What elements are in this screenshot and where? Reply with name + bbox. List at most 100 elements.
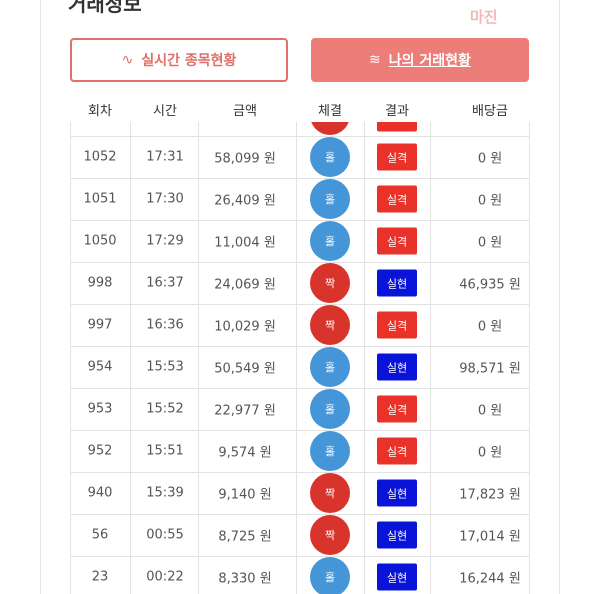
divider — [430, 122, 431, 594]
divider — [364, 122, 365, 594]
card — [40, 0, 560, 594]
tab-label: 나의 거래현황 — [388, 53, 471, 69]
divider — [130, 122, 131, 594]
cell: 0 원 — [477, 403, 503, 419]
result-badge: 실현 — [377, 563, 417, 591]
cell: 1051 — [83, 191, 117, 207]
divider — [529, 122, 530, 594]
column-header: 배당금 — [472, 104, 508, 119]
cell: 11,004 원 — [214, 235, 276, 251]
row-divider — [70, 430, 530, 431]
cell: 23 — [91, 569, 109, 585]
bet-badge: 홀 — [310, 137, 350, 177]
bet-badge: 홀 — [310, 347, 350, 387]
row-divider — [70, 346, 530, 347]
cell: 0 원 — [477, 319, 503, 335]
result-badge — [377, 122, 417, 132]
cell: 8,725 원 — [218, 529, 272, 545]
row-divider — [70, 472, 530, 473]
bet-badge: 홀 — [310, 389, 350, 429]
result-badge: 실격 — [377, 227, 417, 255]
cell: 16:37 — [146, 275, 184, 291]
row-divider — [70, 556, 530, 557]
result-badge: 실격 — [377, 143, 417, 171]
cell: 26,409 원 — [214, 193, 276, 209]
cell: 9,140 원 — [218, 487, 272, 503]
bet-badge: 짝 — [310, 305, 350, 345]
cell: 0 원 — [477, 193, 503, 209]
row-divider — [70, 178, 530, 179]
row-divider — [70, 388, 530, 389]
row-divider — [70, 514, 530, 515]
cell: 998 — [87, 275, 113, 291]
table: 1052 17:31 58,099 원 홀 실격 0 원 1051 17:30 26,409 원… — [70, 122, 530, 594]
cell: 22,977 원 — [214, 403, 276, 419]
cell: 0 원 — [477, 445, 503, 461]
cell: 17,823 원 — [459, 487, 521, 503]
tab[interactable]: ∿ 실시간 종목현황 — [70, 38, 288, 82]
cell: 953 — [87, 401, 113, 417]
row-divider — [70, 220, 530, 221]
bet-badge: 짝 — [310, 263, 350, 303]
cell: 98,571 원 — [459, 361, 521, 377]
cell: 58,099 원 — [214, 151, 276, 167]
cell: 940 — [87, 485, 113, 501]
cell: 17:31 — [146, 149, 184, 165]
result-badge: 실현 — [377, 479, 417, 507]
divider — [198, 122, 199, 594]
cell: 10,029 원 — [214, 319, 276, 335]
cell: 00:22 — [146, 569, 184, 585]
cell: 46,935 원 — [459, 277, 521, 293]
cell: 15:52 — [146, 401, 184, 417]
cell: 16,244 원 — [459, 571, 521, 587]
result-badge: 실격 — [377, 437, 417, 465]
bet-badge: 짝 — [310, 473, 350, 513]
cell: 1050 — [83, 233, 117, 249]
cell: 17,014 원 — [459, 529, 521, 545]
row-divider — [70, 136, 530, 137]
result-badge: 실격 — [377, 311, 417, 339]
cell: 15:51 — [146, 443, 184, 459]
column-header: 회차 — [88, 104, 112, 119]
section-title: 거래정보 — [68, 0, 142, 16]
cell: 16:36 — [146, 317, 184, 333]
cell: 9,574 원 — [218, 445, 272, 461]
result-badge: 실현 — [377, 269, 417, 297]
divider — [70, 122, 71, 594]
divider — [296, 122, 297, 594]
bet-badge — [310, 122, 350, 135]
cell: 997 — [87, 317, 113, 333]
column-header: 체결 — [318, 104, 342, 119]
cell: 15:53 — [146, 359, 184, 375]
cell: 17:29 — [146, 233, 184, 249]
cell: 00:55 — [146, 527, 184, 543]
cell: 15:39 — [146, 485, 184, 501]
cell: 952 — [87, 443, 113, 459]
bet-badge: 홀 — [310, 221, 350, 261]
column-header: 금액 — [233, 104, 257, 119]
cell: 24,069 원 — [214, 277, 276, 293]
cell: 0 원 — [477, 151, 503, 167]
cell: 1052 — [83, 149, 117, 165]
cell: 0 원 — [477, 235, 503, 251]
cell: 50,549 원 — [214, 361, 276, 377]
bet-badge: 짝 — [310, 515, 350, 555]
result-badge: 실격 — [377, 185, 417, 213]
result-badge: 실격 — [377, 395, 417, 423]
row-divider — [70, 262, 530, 263]
result-badge: 실현 — [377, 521, 417, 549]
tab-label: 실시간 종목현황 — [141, 53, 237, 69]
cell: 56 — [91, 527, 109, 543]
logo: 마진 — [470, 8, 498, 26]
column-header: 시간 — [153, 104, 177, 119]
tab[interactable]: ≋ 나의 거래현황 — [311, 38, 529, 82]
cell: 17:30 — [146, 191, 184, 207]
bet-badge: 홀 — [310, 557, 350, 594]
bet-badge: 홀 — [310, 431, 350, 471]
row-divider — [70, 304, 530, 305]
cell: 8,330 원 — [218, 571, 272, 587]
bet-badge: 홀 — [310, 179, 350, 219]
column-header: 결과 — [385, 104, 409, 119]
cell: 954 — [87, 359, 113, 375]
